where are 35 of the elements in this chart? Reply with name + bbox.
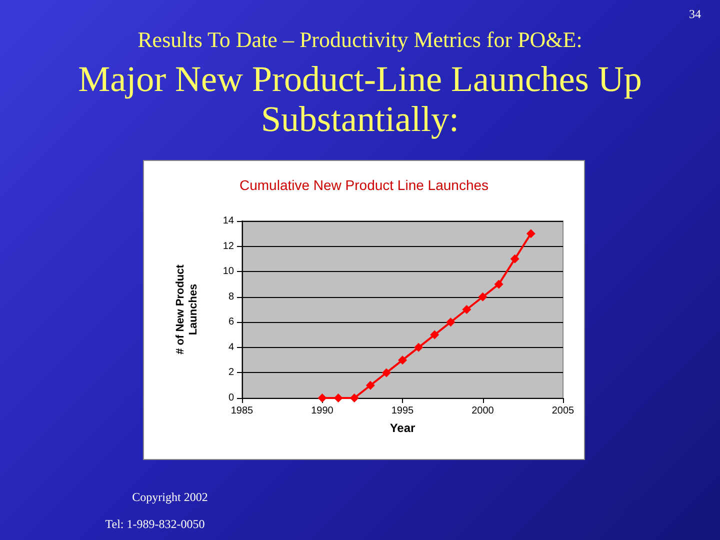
y-tick-label: 6 (228, 316, 234, 328)
point (446, 318, 456, 327)
point (430, 330, 440, 340)
point (494, 280, 504, 289)
point (510, 254, 520, 264)
text: 34 (688, 7, 702, 22)
x-tick-label: 1990 (311, 406, 334, 416)
point (334, 394, 343, 402)
y-tick-label: 8 (228, 291, 234, 302)
chart-title: Cumulative New Product Line Launches (239, 177, 489, 193)
x-axis-title: Year (390, 421, 416, 435)
x-tick-label: 2000 (472, 406, 494, 416)
y-tick-label: 10 (222, 266, 234, 278)
x-tick-label: 1995 (391, 406, 414, 416)
point (462, 305, 472, 314)
y-tick-label: 2 (228, 367, 234, 378)
y-tick-label: 4 (228, 342, 234, 353)
point (350, 394, 359, 402)
text: Copyright 2002 (131, 490, 209, 504)
point (366, 380, 375, 390)
point (382, 368, 391, 378)
y-axis-title: # of New Product Launches (174, 264, 200, 354)
y-tick-label: 0 (228, 392, 234, 404)
point (318, 394, 327, 402)
point (398, 356, 407, 365)
text: Tel: 1-989-832-0050 (104, 517, 206, 532)
y-tick-label: 12 (222, 240, 234, 252)
point (526, 229, 536, 238)
text: Major New Product-Line Launches Up Substantially: (77, 59, 643, 140)
text: Results To Date – Productivity Metrics for PO&E: (136, 27, 584, 52)
point (478, 292, 488, 302)
point (414, 342, 424, 352)
x-tick-label: 2005 (552, 406, 575, 416)
x-tick-label: 1985 (230, 406, 254, 416)
y-tick-label: 14 (222, 216, 234, 226)
